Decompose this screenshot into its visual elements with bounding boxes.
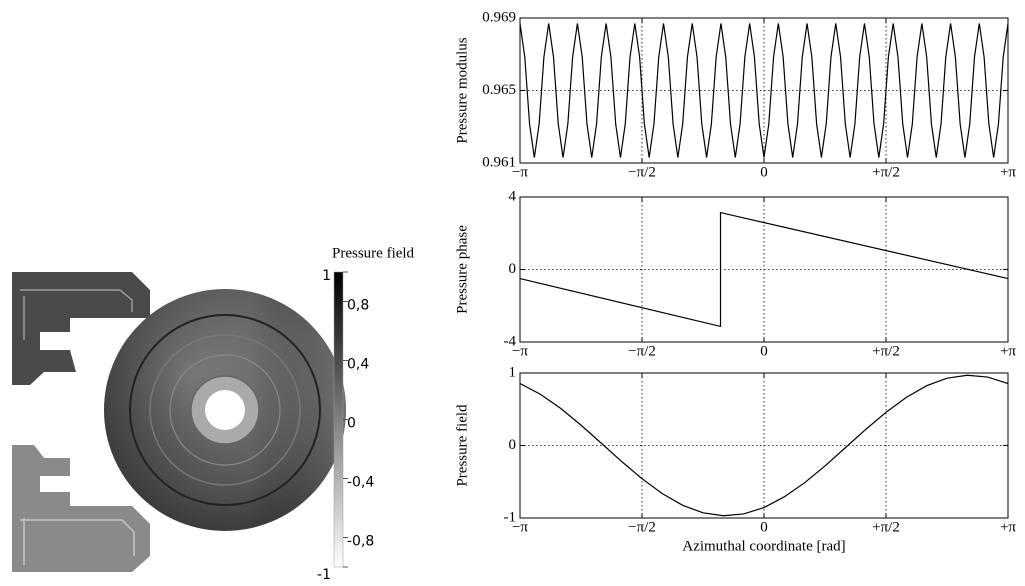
colorbar-tick-label: 0 bbox=[347, 416, 356, 432]
x-tick-label: +π/2 bbox=[872, 343, 900, 359]
colorbar-tick-label: -0,4 bbox=[347, 475, 374, 491]
x-tick-label: 0 bbox=[760, 343, 768, 359]
x-tick-label: +π bbox=[1000, 519, 1016, 535]
colorbar-title: Pressure field bbox=[332, 245, 415, 261]
colorbar-tick-label: -1 bbox=[317, 567, 331, 583]
y-tick-label: 0 bbox=[509, 437, 517, 453]
x-tick-label: +π/2 bbox=[872, 164, 900, 180]
y-tick-label: 0.965 bbox=[482, 82, 516, 98]
x-tick-label: +π bbox=[1000, 343, 1016, 359]
y-tick-label: 0.969 bbox=[482, 9, 516, 25]
colorbar-tick-label: 0,4 bbox=[347, 357, 369, 373]
x-tick-label: −π/2 bbox=[628, 164, 656, 180]
y-tick-label: 0.961 bbox=[482, 154, 516, 170]
y-tick-label: -1 bbox=[504, 509, 517, 525]
x-tick-label: +π bbox=[1000, 164, 1016, 180]
y-axis-label: Pressure field bbox=[454, 404, 470, 487]
colorbar-tick-label: -0,8 bbox=[347, 534, 374, 550]
x-tick-label: 0 bbox=[760, 519, 768, 535]
x-tick-label: +π/2 bbox=[872, 519, 900, 535]
colorbar-tick-label: 1 bbox=[322, 268, 331, 284]
y-tick-label: 4 bbox=[509, 188, 517, 204]
y-axis-label: Pressure phase bbox=[454, 225, 470, 314]
disk-hole bbox=[205, 390, 245, 430]
colorbar bbox=[334, 272, 343, 567]
colorbar-tick-label: 0,8 bbox=[347, 298, 369, 314]
y-tick-label: -4 bbox=[504, 333, 517, 349]
x-tick-label: −π/2 bbox=[628, 343, 656, 359]
figure: Pressure field −π−π/20+π/2+π0.9610.9650.… bbox=[0, 0, 1025, 586]
y-tick-label: 0 bbox=[509, 261, 517, 277]
y-tick-label: 1 bbox=[509, 364, 517, 380]
x-tick-label: −π/2 bbox=[628, 519, 656, 535]
y-axis-label: Pressure modulus bbox=[454, 37, 470, 143]
x-tick-label: 0 bbox=[760, 164, 768, 180]
x-axis-label: Azimuthal coordinate [rad] bbox=[682, 538, 845, 554]
pressure-field-render bbox=[12, 272, 346, 572]
